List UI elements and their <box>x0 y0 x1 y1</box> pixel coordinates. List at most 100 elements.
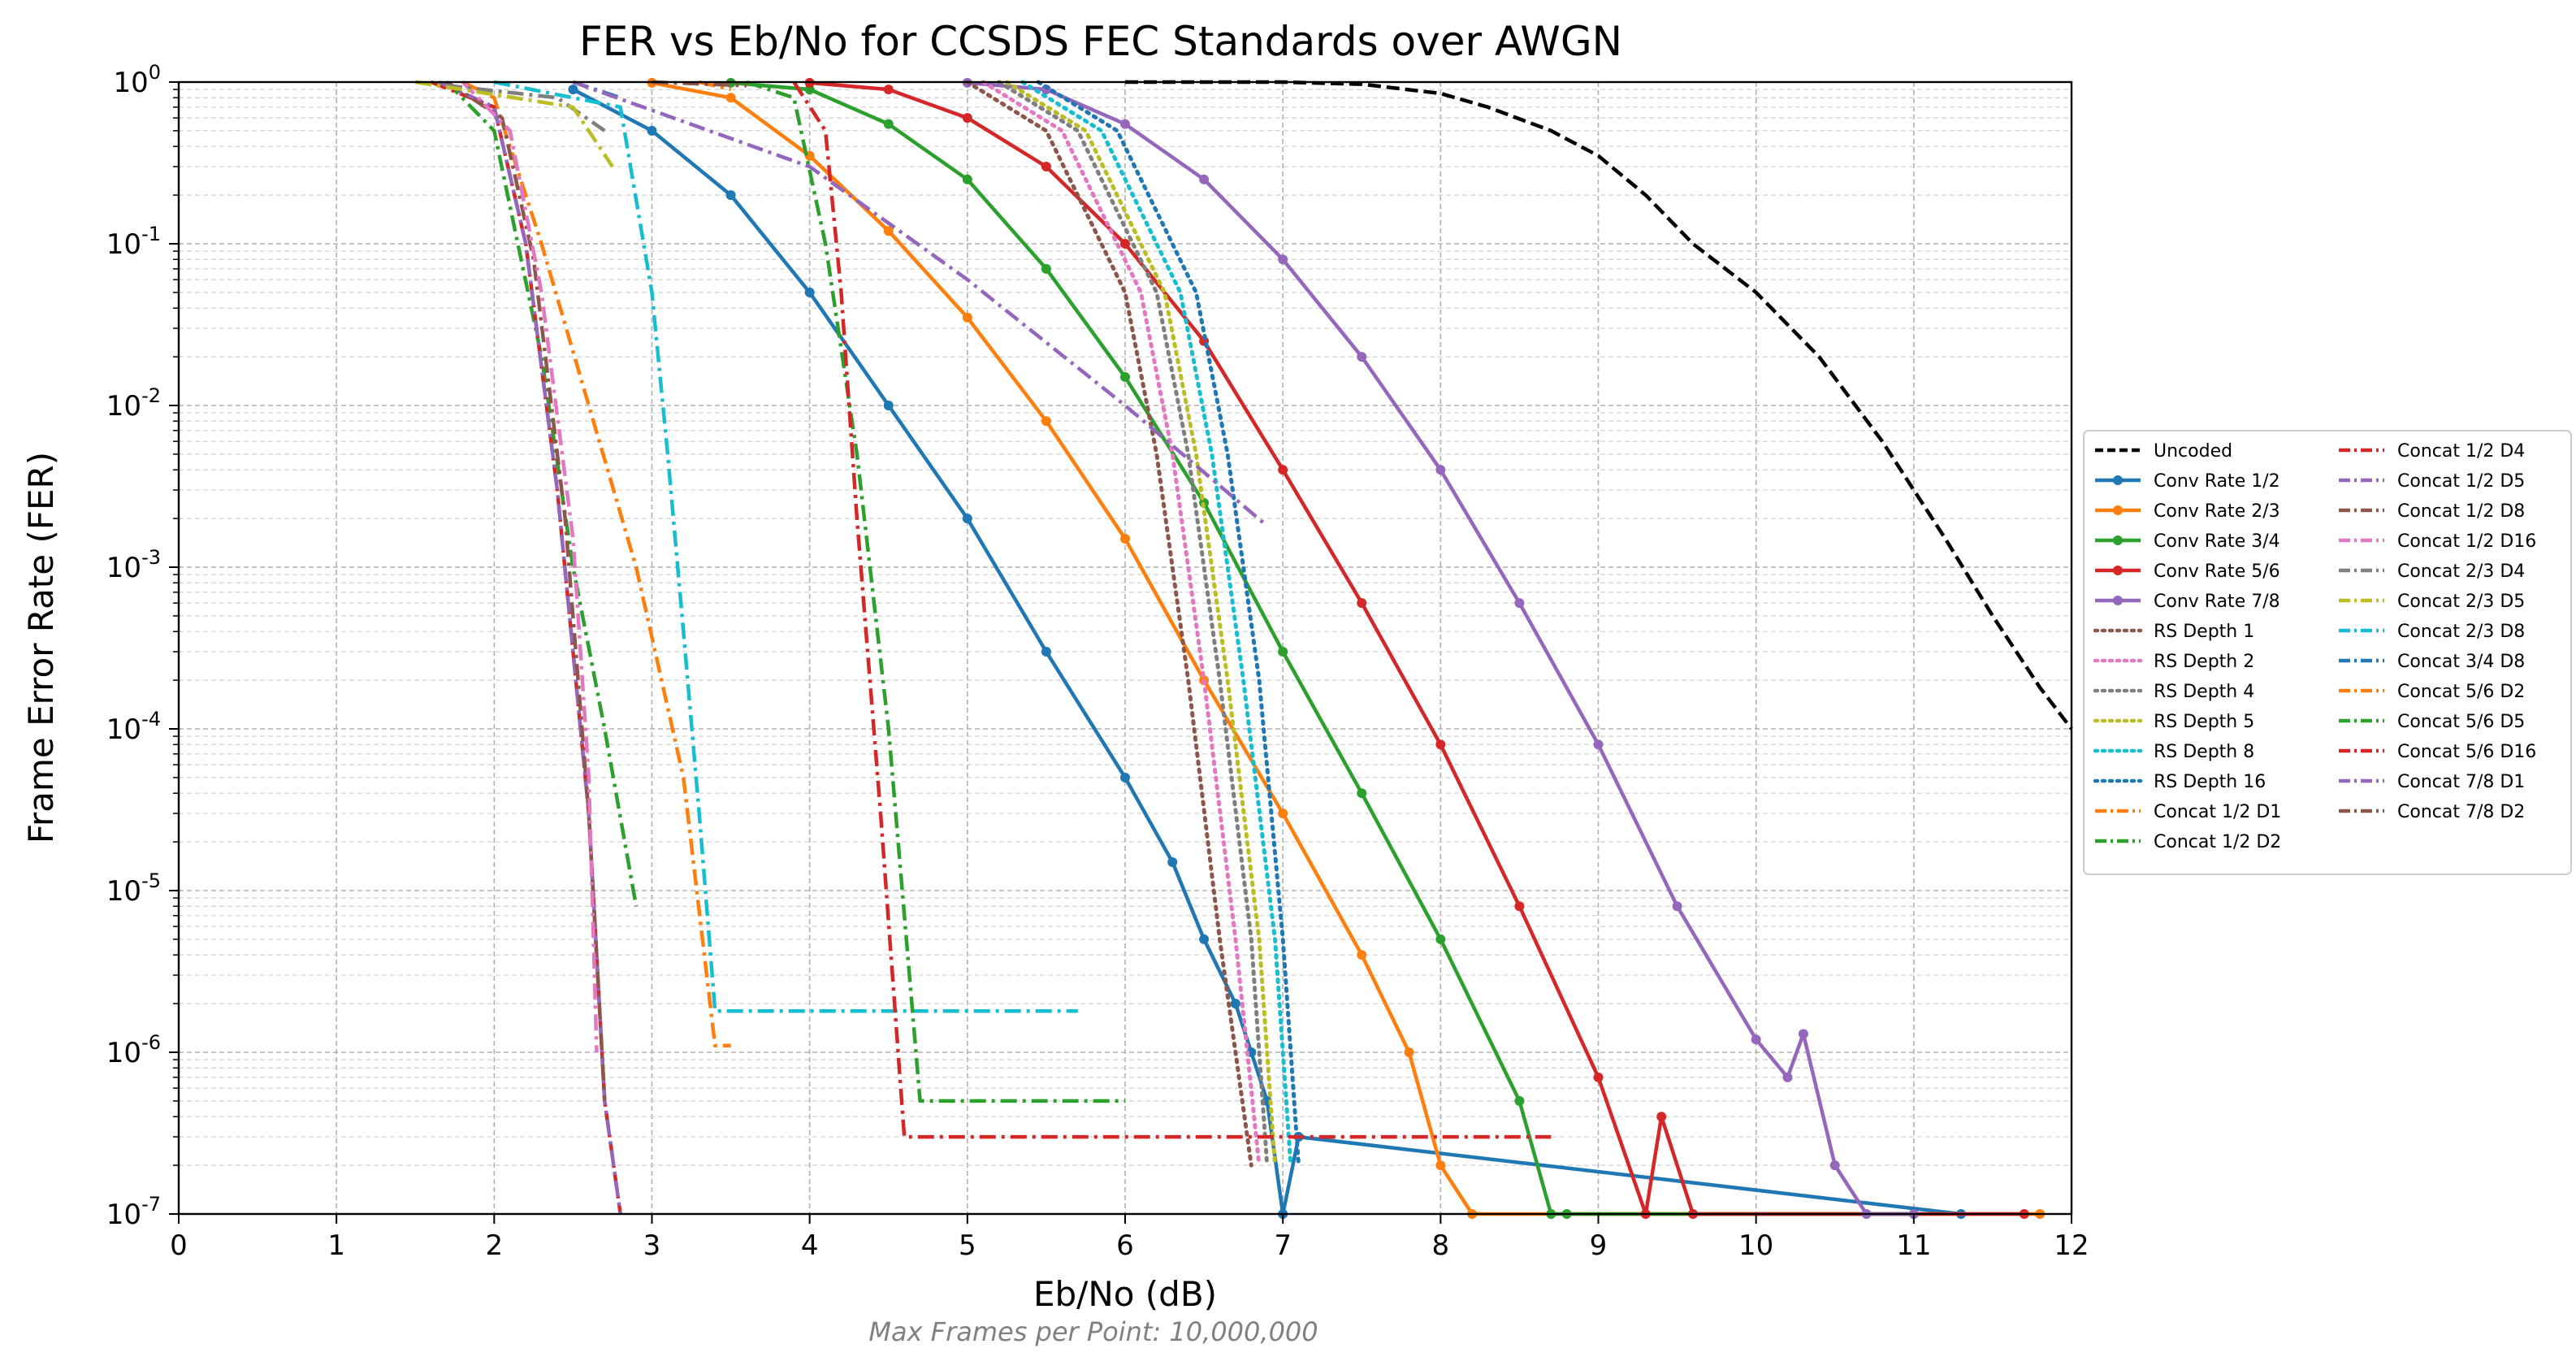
series-point-4 <box>1041 162 1051 172</box>
series-point-2 <box>1120 533 1130 544</box>
legend-label: Concat 1/2 D5 <box>2397 471 2525 492</box>
legend-label: Concat 5/6 D2 <box>2397 682 2525 702</box>
series-17 <box>461 80 599 1053</box>
series-point-3 <box>883 119 894 129</box>
series-point-4 <box>1656 1112 1667 1122</box>
series-10 <box>1020 80 1293 1168</box>
legend-label: Uncoded <box>2154 441 2232 462</box>
x-tick-label-8: 8 <box>1432 1229 1450 1262</box>
series-line-13 <box>445 80 639 907</box>
series-point-3 <box>1514 1095 1525 1106</box>
x-tick-label-9: 9 <box>1590 1229 1608 1262</box>
series-4 <box>804 77 2029 1219</box>
legend-item-9: RS Depth 5 <box>2093 712 2254 732</box>
series-point-5 <box>1514 598 1525 609</box>
legend-item-4: Conv Rate 5/6 <box>2095 561 2280 582</box>
y-tick-label-2: 10-5 <box>106 869 161 908</box>
legend-label: Concat 2/3 D4 <box>2397 561 2525 582</box>
series-point-1 <box>1167 856 1178 867</box>
legend-label: RS Depth 8 <box>2154 742 2254 762</box>
chart-title: FER vs Eb/No for CCSDS FEC Standards ove… <box>579 18 1622 65</box>
legend-label: Concat 7/8 D2 <box>2397 802 2525 822</box>
legend-item-18: Concat 2/3 D4 <box>2339 561 2525 582</box>
series-point-5 <box>1782 1072 1793 1082</box>
series-20 <box>493 80 1078 1013</box>
x-tick-label-7: 7 <box>1274 1229 1292 1262</box>
x-tick-label-1: 1 <box>327 1229 345 1262</box>
series-point-4 <box>1593 1072 1604 1082</box>
series-point-5 <box>1829 1160 1840 1171</box>
legend-item-6: RS Depth 1 <box>2093 622 2254 642</box>
legend-label: Concat 1/2 D16 <box>2397 531 2536 552</box>
series-line-8 <box>997 80 1270 1168</box>
series-0 <box>1125 80 2073 731</box>
series-6 <box>965 80 1253 1168</box>
series-point-2 <box>1404 1047 1414 1057</box>
x-tick-label-11: 11 <box>1896 1229 1931 1262</box>
series-11 <box>1036 80 1301 1168</box>
series-line-11 <box>1036 80 1301 1168</box>
series-13 <box>445 80 639 907</box>
series-line-17 <box>461 80 599 1053</box>
legend-item-15: Concat 1/2 D5 <box>2339 471 2525 492</box>
legend-item-20: Concat 2/3 D8 <box>2339 622 2525 642</box>
series-point-3 <box>804 85 815 95</box>
legend-item-8: RS Depth 4 <box>2093 682 2254 702</box>
y-tick-label-3: 10-4 <box>106 708 161 746</box>
series-point-2 <box>883 226 894 236</box>
series-point-2 <box>962 312 972 323</box>
series-line-16 <box>445 80 607 1102</box>
series-25 <box>572 80 1269 527</box>
footnote: Max Frames per Point: 10,000,000 <box>868 1316 1318 1347</box>
legend-item-16: Concat 1/2 D8 <box>2339 501 2525 522</box>
x-axis-label: Eb/No (dB) <box>1033 1274 1217 1314</box>
legend-label: RS Depth 1 <box>2154 622 2254 642</box>
series-point-5 <box>1199 174 1210 184</box>
legend-item-23: Concat 5/6 D5 <box>2339 712 2525 732</box>
series-line-23 <box>746 80 1125 1103</box>
series-point-2 <box>1435 1160 1446 1171</box>
series-line-9 <box>1004 80 1277 1168</box>
series-9 <box>1004 80 1277 1168</box>
series-point-1 <box>962 514 972 524</box>
x-tick-label-2: 2 <box>486 1229 504 1262</box>
legend-label: Conv Rate 5/6 <box>2154 561 2280 582</box>
series-point-5 <box>1798 1029 1808 1039</box>
y-tick-label-4: 10-3 <box>106 546 161 584</box>
legend-label: RS Depth 5 <box>2154 712 2254 732</box>
legend-label: Concat 2/3 D8 <box>2397 622 2525 642</box>
series-point-5 <box>1751 1034 1761 1045</box>
x-axis: 0 1 2 3 4 5 6 7 8 9 10 11 12 <box>170 1214 2089 1262</box>
legend-label: Conv Rate 2/3 <box>2154 501 2280 522</box>
series-line-14 <box>430 80 622 1215</box>
y-tick-label-7: 100 <box>113 61 161 99</box>
legend-label: Concat 5/6 D5 <box>2397 712 2525 732</box>
legend-label: Conv Rate 3/4 <box>2154 531 2280 552</box>
legend-item-10: RS Depth 8 <box>2093 742 2254 762</box>
series-point-1 <box>1041 647 1051 657</box>
legend-item-22: Concat 5/6 D2 <box>2339 682 2525 702</box>
legend-label: Conv Rate 1/2 <box>2154 471 2280 492</box>
legend-item-3: Conv Rate 3/4 <box>2095 531 2280 552</box>
series-line-0 <box>1125 80 2073 731</box>
x-tick-label-0: 0 <box>170 1229 188 1262</box>
series-line-15 <box>438 80 622 1215</box>
series-point-4 <box>1435 739 1446 750</box>
series-19 <box>414 80 614 168</box>
x-tick-label-5: 5 <box>959 1229 976 1262</box>
series-point-1 <box>883 401 894 410</box>
series-point-5 <box>1278 254 1288 265</box>
series-point-3 <box>1278 647 1288 657</box>
series-line-24 <box>792 80 1552 1139</box>
grid <box>178 81 2072 1215</box>
series-line-10 <box>1020 80 1293 1168</box>
x-tick-label-4: 4 <box>801 1229 819 1262</box>
y-tick-label-0: 10-7 <box>106 1193 161 1231</box>
series-point-1 <box>568 85 578 95</box>
legend-item-0: Uncoded <box>2095 441 2232 462</box>
series-point-3 <box>1435 934 1446 944</box>
series-point-5 <box>1593 739 1604 750</box>
series-point-5 <box>1672 901 1682 912</box>
series-point-1 <box>1199 934 1210 944</box>
x-tick-label-6: 6 <box>1116 1229 1134 1262</box>
